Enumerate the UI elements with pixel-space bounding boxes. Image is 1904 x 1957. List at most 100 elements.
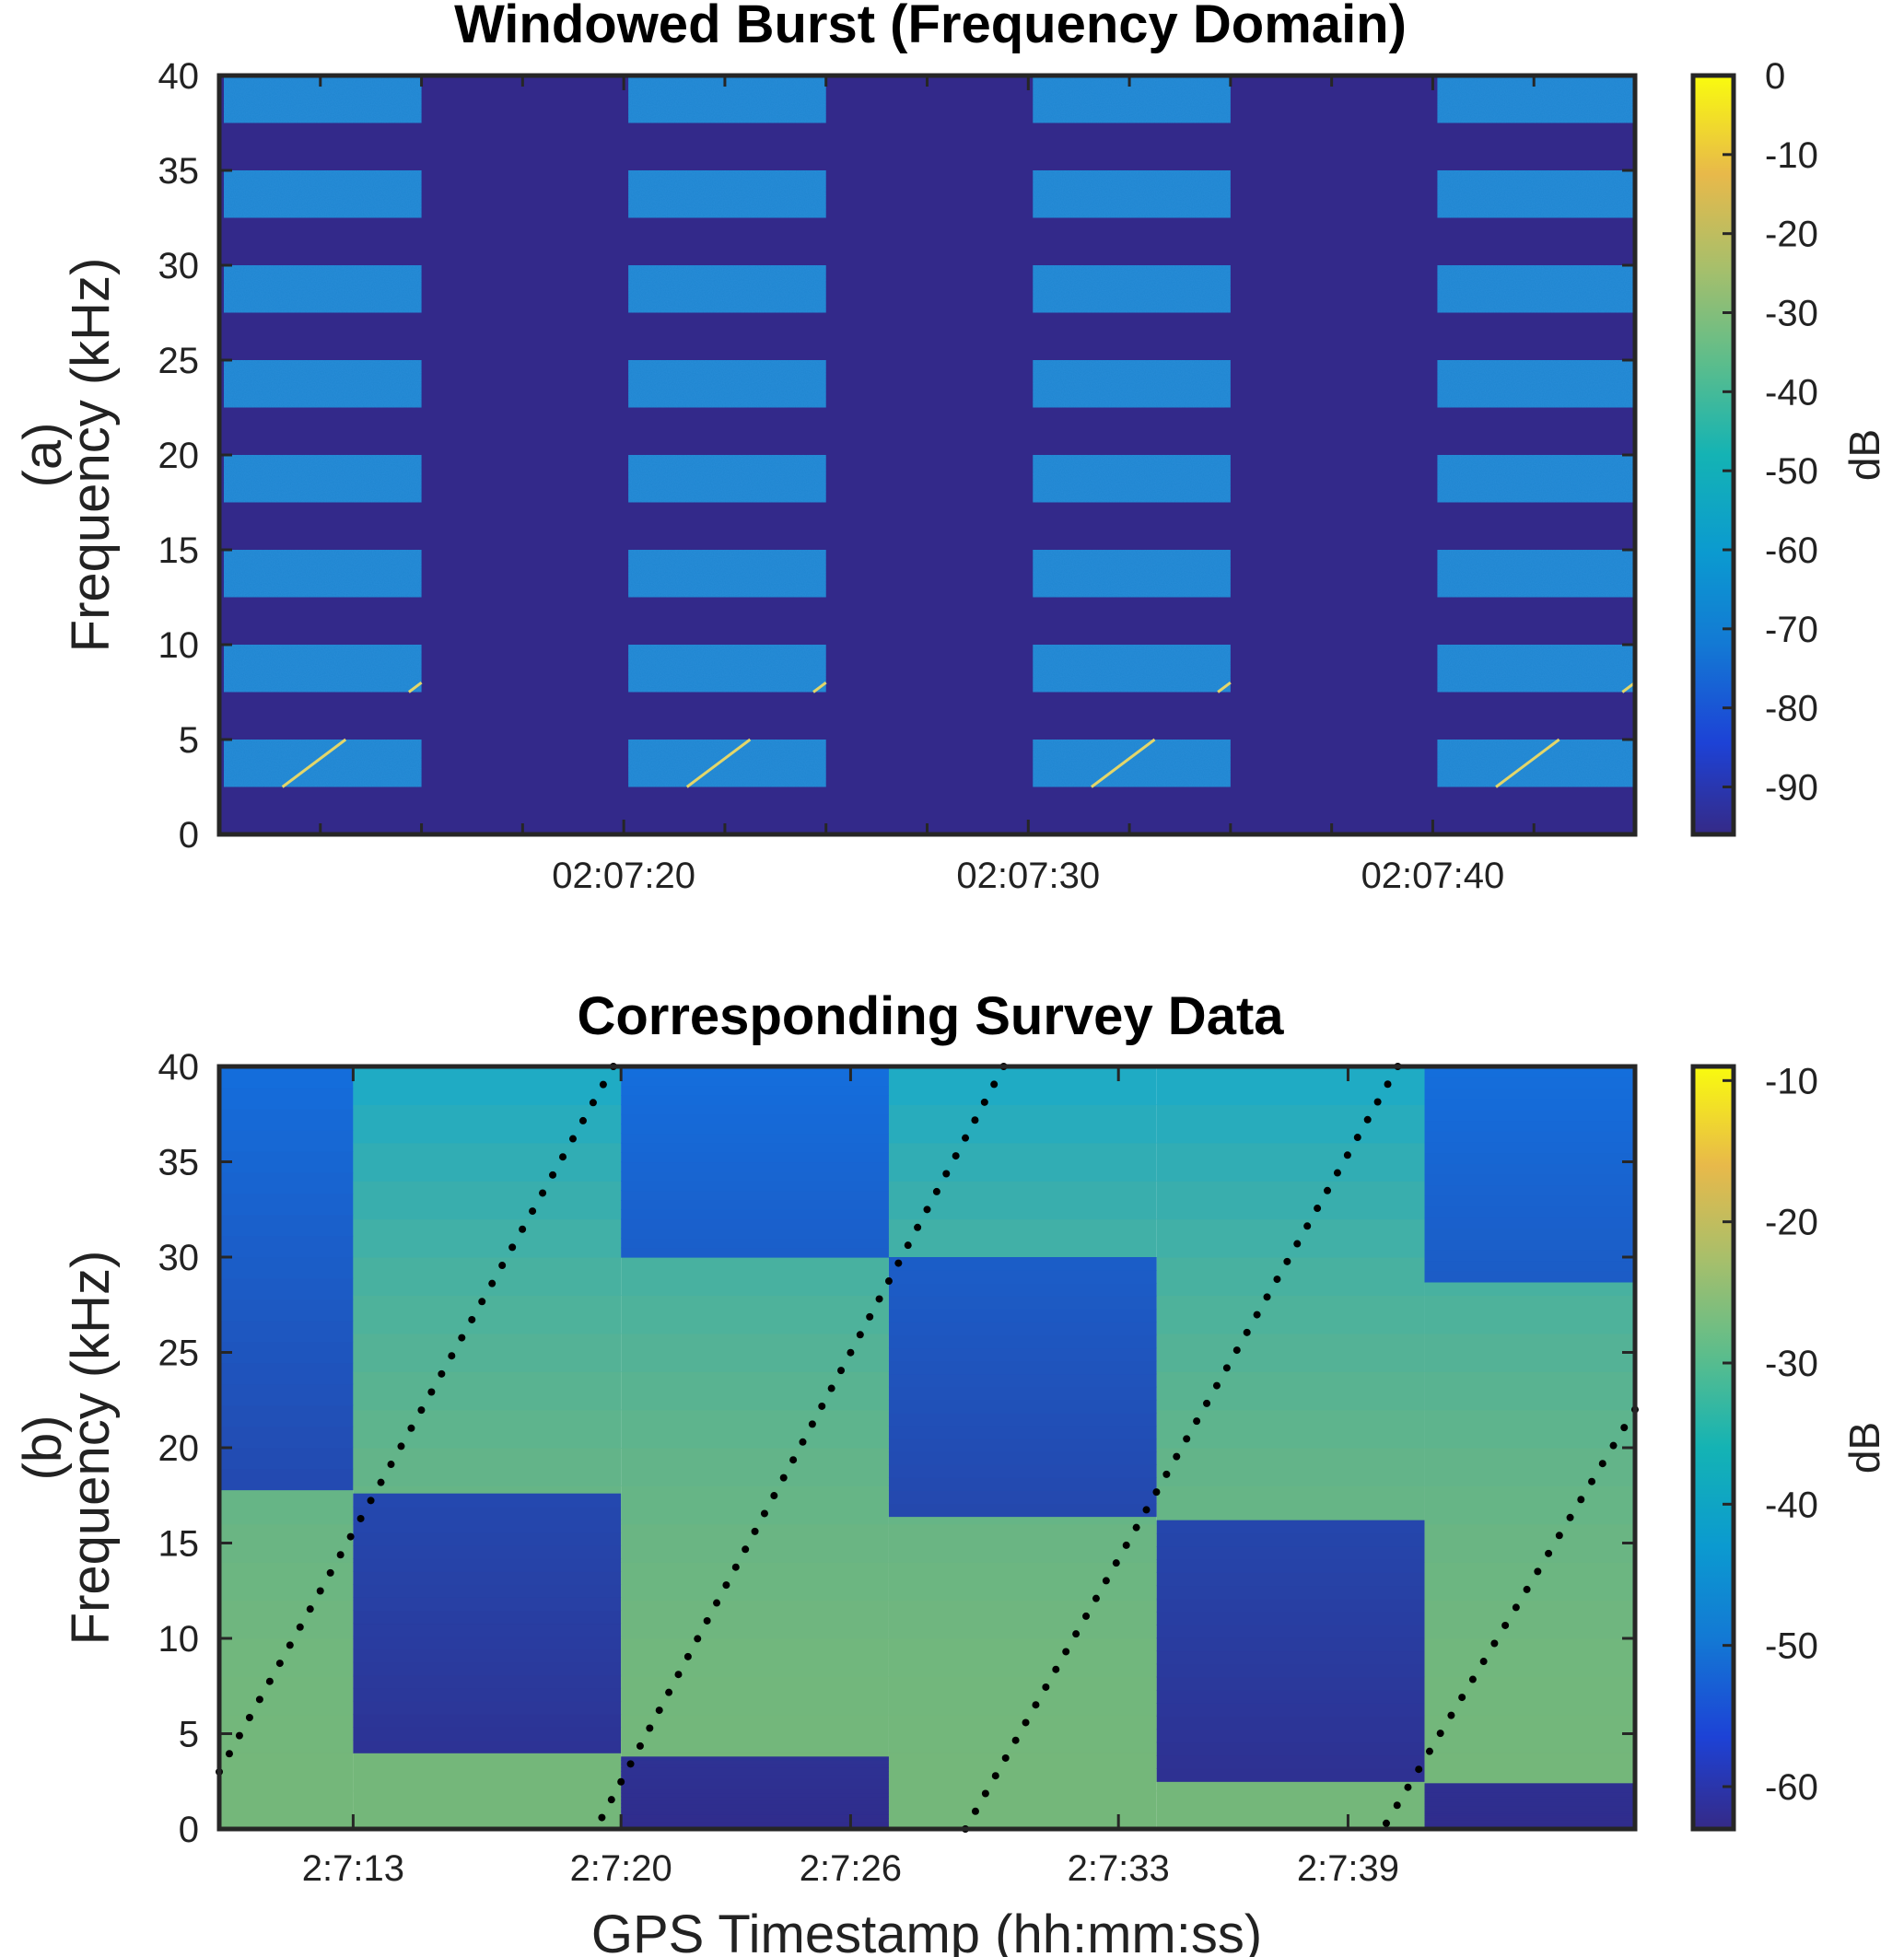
survey-high-region [888, 1676, 1157, 1716]
sweep-dot [1534, 1567, 1542, 1576]
colorbar-tick-label: -20 [1765, 1203, 1818, 1243]
sweep-dot [856, 1331, 864, 1339]
sweep-dot [694, 1635, 702, 1643]
sweep-line [1495, 738, 1560, 788]
x-tick-label: 02:07:20 [552, 856, 695, 896]
sweep-line [281, 738, 347, 788]
sweep-dot [1598, 1460, 1606, 1468]
survey-low-region [888, 1503, 1157, 1518]
survey-high-region [1156, 1257, 1425, 1296]
survey-low-region-2 [621, 1822, 889, 1826]
survey-low-region [1424, 1152, 1635, 1164]
sweep-dot [508, 1243, 517, 1252]
sweep-dot [884, 1277, 893, 1286]
sweep-dot [235, 1731, 243, 1740]
survey-low-region-2 [1424, 1815, 1635, 1819]
sweep-dot [1193, 1417, 1201, 1426]
survey-low-region-2 [621, 1771, 889, 1776]
colorbar-tick-label: -80 [1765, 689, 1818, 729]
survey-high-region [1156, 1333, 1425, 1372]
sweep-dot [498, 1262, 507, 1270]
sweep-dot [286, 1641, 294, 1649]
panel-a-background [219, 76, 1635, 834]
sweep-dot [1458, 1694, 1466, 1702]
survey-low-region [219, 1383, 354, 1406]
survey-low-region [353, 1674, 622, 1689]
colorbar-tick-label: -60 [1765, 530, 1818, 571]
sweep-dot [417, 1406, 426, 1415]
burst-band-noise [628, 645, 826, 693]
survey-low-region [621, 1199, 889, 1210]
survey-low-region [621, 1133, 889, 1144]
panel-b-colorbar-fill [1693, 1066, 1734, 1829]
survey-low-region [219, 1341, 354, 1364]
survey-low-region [1424, 1163, 1635, 1175]
survey-low-region [1424, 1195, 1635, 1207]
survey-low-region [621, 1076, 889, 1087]
sweep-dot [981, 1789, 989, 1798]
panel-a-bands [224, 76, 1635, 787]
survey-high-region [1424, 1638, 1635, 1677]
survey-low-region [1424, 1173, 1635, 1186]
sweep-dot [225, 1750, 233, 1758]
survey-low-region-2 [621, 1803, 889, 1809]
y-tick-label: 15 [158, 1524, 200, 1565]
y-tick-label: 5 [179, 1715, 199, 1755]
y-tick-label: 30 [158, 246, 200, 286]
sweep-dot [789, 1456, 798, 1464]
y-tick-label: 15 [158, 530, 200, 571]
burst-band-noise [1033, 170, 1231, 218]
survey-low-region [353, 1661, 622, 1676]
survey-low-region [1156, 1703, 1425, 1717]
sweep-dot [779, 1474, 788, 1482]
y-tick-label: 10 [158, 625, 200, 666]
survey-low-region-2 [621, 1785, 889, 1790]
survey-low-region [353, 1740, 622, 1753]
sweep-dot [1588, 1477, 1596, 1485]
survey-low-region [353, 1713, 622, 1728]
y-tick-label: 40 [158, 56, 200, 97]
survey-low-region [353, 1493, 622, 1508]
survey-low-region-2 [1424, 1811, 1635, 1814]
sweep-dot [245, 1713, 253, 1721]
sweep-dot [962, 1134, 970, 1142]
burst-band-noise [1033, 360, 1231, 408]
survey-low-region-2 [1424, 1824, 1635, 1828]
sweep-dot [1324, 1186, 1332, 1194]
sweep-line [812, 681, 827, 693]
burst-band-noise [224, 170, 422, 218]
sweep-dot [1293, 1240, 1302, 1248]
survey-low-region [219, 1468, 354, 1491]
sweep-dot [607, 1796, 615, 1804]
survey-low-region [621, 1095, 889, 1105]
survey-low-region-2 [621, 1818, 889, 1823]
burst-band-noise [224, 360, 422, 408]
burst-band-noise [1033, 645, 1231, 693]
sweep-dot [1382, 1819, 1390, 1827]
survey-low-region [1156, 1546, 1425, 1560]
colorbar-tick-label: -10 [1765, 1061, 1818, 1101]
survey-low-region [353, 1648, 622, 1663]
sweep-line [1091, 738, 1156, 788]
sweep-dot [971, 1807, 979, 1815]
panel-b-x-label: GPS Timestamp (hh:mm:ss) [591, 1905, 1262, 1957]
burst-band-noise [1437, 455, 1635, 503]
sweep-dot [1468, 1675, 1477, 1683]
survey-high-region [888, 1562, 1157, 1602]
survey-low-region [219, 1087, 354, 1110]
survey-high-region [888, 1142, 1157, 1182]
survey-high-region [219, 1562, 354, 1602]
sweep-dot [665, 1688, 673, 1696]
survey-low-region [1156, 1532, 1425, 1547]
panel-b-y-label-main: Frequency (kHz) [61, 1251, 121, 1646]
sweep-dot [549, 1171, 557, 1179]
survey-low-region [1424, 1120, 1635, 1132]
panel-a-colorbar-fill [1693, 76, 1734, 834]
sweep-dot [407, 1424, 415, 1432]
survey-low-region-2 [1424, 1794, 1635, 1798]
survey-high-region [1156, 1371, 1425, 1411]
survey-low-region-2 [1424, 1803, 1635, 1807]
colorbar-tick-label: -30 [1765, 1344, 1818, 1384]
survey-low-region [219, 1066, 354, 1089]
survey-high-region [219, 1790, 354, 1830]
